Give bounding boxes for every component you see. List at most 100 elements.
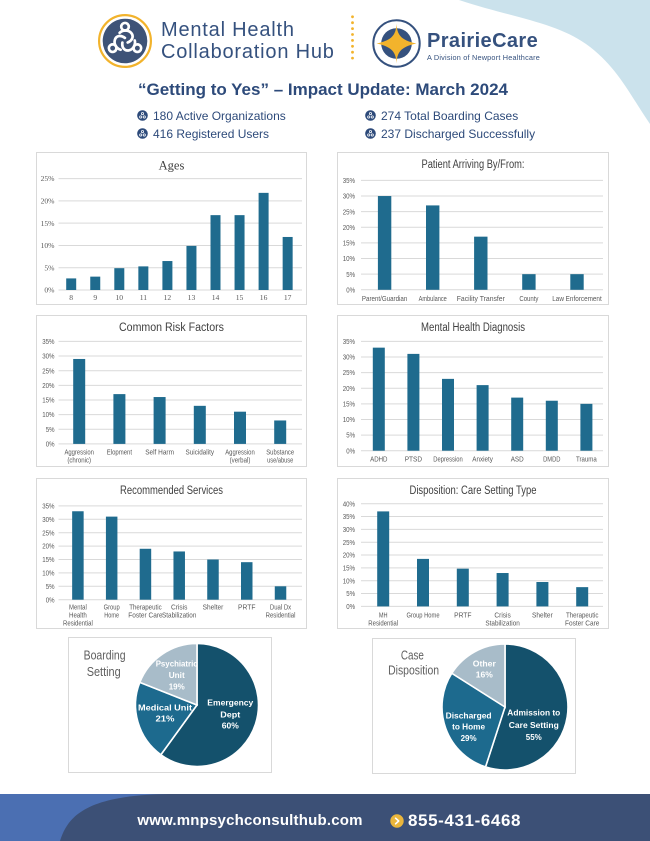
svg-text:Dept: Dept	[220, 709, 240, 719]
svg-text:Residential: Residential	[63, 621, 93, 628]
svg-text:Shelter: Shelter	[203, 605, 224, 612]
svg-text:PRTF: PRTF	[454, 612, 471, 619]
svg-text:to Home: to Home	[452, 722, 485, 732]
svg-text:Residential: Residential	[368, 620, 398, 627]
svg-text:0%: 0%	[346, 285, 355, 294]
svg-text:15%: 15%	[343, 563, 356, 572]
svg-text:30%: 30%	[42, 352, 55, 361]
svg-text:20%: 20%	[343, 223, 356, 232]
svg-text:MH: MH	[379, 612, 388, 619]
svg-text:15: 15	[236, 293, 244, 302]
svg-text:0%: 0%	[346, 602, 355, 611]
svg-text:5%: 5%	[346, 431, 355, 440]
svg-text:30%: 30%	[343, 192, 356, 201]
svg-text:35%: 35%	[42, 337, 55, 346]
svg-text:5%: 5%	[46, 582, 55, 591]
svg-text:25%: 25%	[343, 207, 356, 216]
svg-text:20%: 20%	[42, 542, 55, 551]
svg-text:Foster Care: Foster Care	[565, 620, 599, 627]
svg-text:40%: 40%	[343, 499, 356, 508]
svg-text:Health: Health	[69, 613, 87, 620]
svg-text:Case: Case	[401, 649, 424, 663]
svg-text:Admission to: Admission to	[507, 708, 560, 718]
svg-text:20%: 20%	[41, 196, 56, 205]
svg-text:Home: Home	[104, 613, 119, 620]
svg-text:0%: 0%	[346, 446, 355, 455]
svg-text:15%: 15%	[343, 399, 356, 408]
svg-text:Other: Other	[473, 658, 497, 668]
svg-text:17: 17	[284, 293, 292, 302]
svg-text:Unit: Unit	[169, 670, 185, 680]
svg-text:35%: 35%	[343, 512, 356, 521]
svg-text:10%: 10%	[42, 410, 55, 419]
svg-text:20%: 20%	[42, 381, 55, 390]
svg-text:30%: 30%	[343, 525, 356, 534]
svg-text:25%: 25%	[42, 528, 55, 537]
svg-text:Law Enforcement: Law Enforcement	[552, 296, 602, 303]
svg-text:29%: 29%	[461, 733, 477, 743]
svg-text:Medical Unit: Medical Unit	[138, 703, 192, 713]
svg-text:Common Risk Factors: Common Risk Factors	[119, 322, 224, 334]
svg-text:Stabilization: Stabilization	[162, 613, 196, 620]
svg-text:Dual Dx: Dual Dx	[270, 605, 292, 612]
svg-text:10%: 10%	[343, 415, 356, 424]
svg-text:Care Setting: Care Setting	[509, 720, 559, 730]
svg-text:55%: 55%	[526, 732, 542, 742]
svg-text:Trauma: Trauma	[576, 457, 597, 464]
svg-text:Mental Health Diagnosis: Mental Health Diagnosis	[421, 322, 525, 334]
svg-text:19%: 19%	[169, 682, 185, 692]
svg-text:(verbal): (verbal)	[230, 458, 251, 465]
svg-text:21%: 21%	[156, 714, 175, 724]
svg-text:Crisis: Crisis	[171, 605, 188, 612]
svg-text:County: County	[519, 296, 539, 303]
svg-text:Disposition: Disposition	[388, 664, 439, 678]
svg-text:35%: 35%	[42, 502, 55, 511]
svg-text:60%: 60%	[222, 721, 239, 731]
svg-text:15%: 15%	[41, 219, 56, 228]
svg-text:Mental: Mental	[69, 605, 87, 612]
svg-text:Substance: Substance	[266, 450, 294, 457]
svg-text:10%: 10%	[343, 576, 356, 585]
svg-text:Discharged: Discharged	[446, 711, 492, 721]
svg-text:10%: 10%	[343, 254, 356, 263]
svg-text:10: 10	[116, 293, 124, 302]
svg-text:use/abuse: use/abuse	[267, 458, 293, 465]
svg-text:15%: 15%	[343, 239, 356, 248]
svg-text:5%: 5%	[346, 589, 355, 598]
svg-text:5%: 5%	[44, 263, 55, 272]
svg-text:15%: 15%	[42, 396, 55, 405]
svg-text:5%: 5%	[46, 425, 55, 434]
svg-text:Ages: Ages	[159, 159, 185, 173]
svg-text:35%: 35%	[343, 337, 356, 346]
svg-text:Depression: Depression	[433, 457, 463, 464]
svg-text:DMDD: DMDD	[543, 457, 560, 464]
svg-text:25%: 25%	[42, 366, 55, 375]
svg-text:(chronic): (chronic)	[67, 458, 91, 465]
svg-text:35%: 35%	[343, 176, 356, 185]
svg-text:Setting: Setting	[87, 665, 121, 679]
svg-text:10%: 10%	[42, 569, 55, 578]
svg-text:Recommended Services: Recommended Services	[120, 485, 223, 497]
svg-text:Psychiatric: Psychiatric	[156, 659, 198, 669]
svg-text:12: 12	[164, 293, 172, 302]
svg-text:Foster Care: Foster Care	[128, 613, 162, 620]
svg-text:Therapeutic: Therapeutic	[566, 612, 599, 619]
svg-text:Suicidality: Suicidality	[186, 450, 215, 457]
svg-text:Crisis: Crisis	[494, 612, 511, 619]
svg-text:0%: 0%	[44, 286, 55, 295]
svg-text:9: 9	[93, 293, 97, 302]
svg-text:16: 16	[260, 293, 268, 302]
svg-text:8: 8	[69, 293, 73, 302]
svg-text:Elopment: Elopment	[107, 450, 132, 457]
svg-text:Parent/Guardian: Parent/Guardian	[362, 296, 407, 303]
svg-text:30%: 30%	[42, 515, 55, 524]
svg-text:25%: 25%	[343, 368, 356, 377]
svg-text:20%: 20%	[343, 384, 356, 393]
svg-text:20%: 20%	[343, 551, 356, 560]
svg-text:Facility Transfer: Facility Transfer	[457, 296, 506, 303]
svg-text:Group: Group	[104, 605, 120, 612]
svg-text:Shelter: Shelter	[532, 612, 553, 619]
svg-text:Therapeutic: Therapeutic	[129, 605, 162, 612]
svg-text:PTSD: PTSD	[405, 457, 422, 464]
svg-text:Group Home: Group Home	[406, 612, 439, 619]
